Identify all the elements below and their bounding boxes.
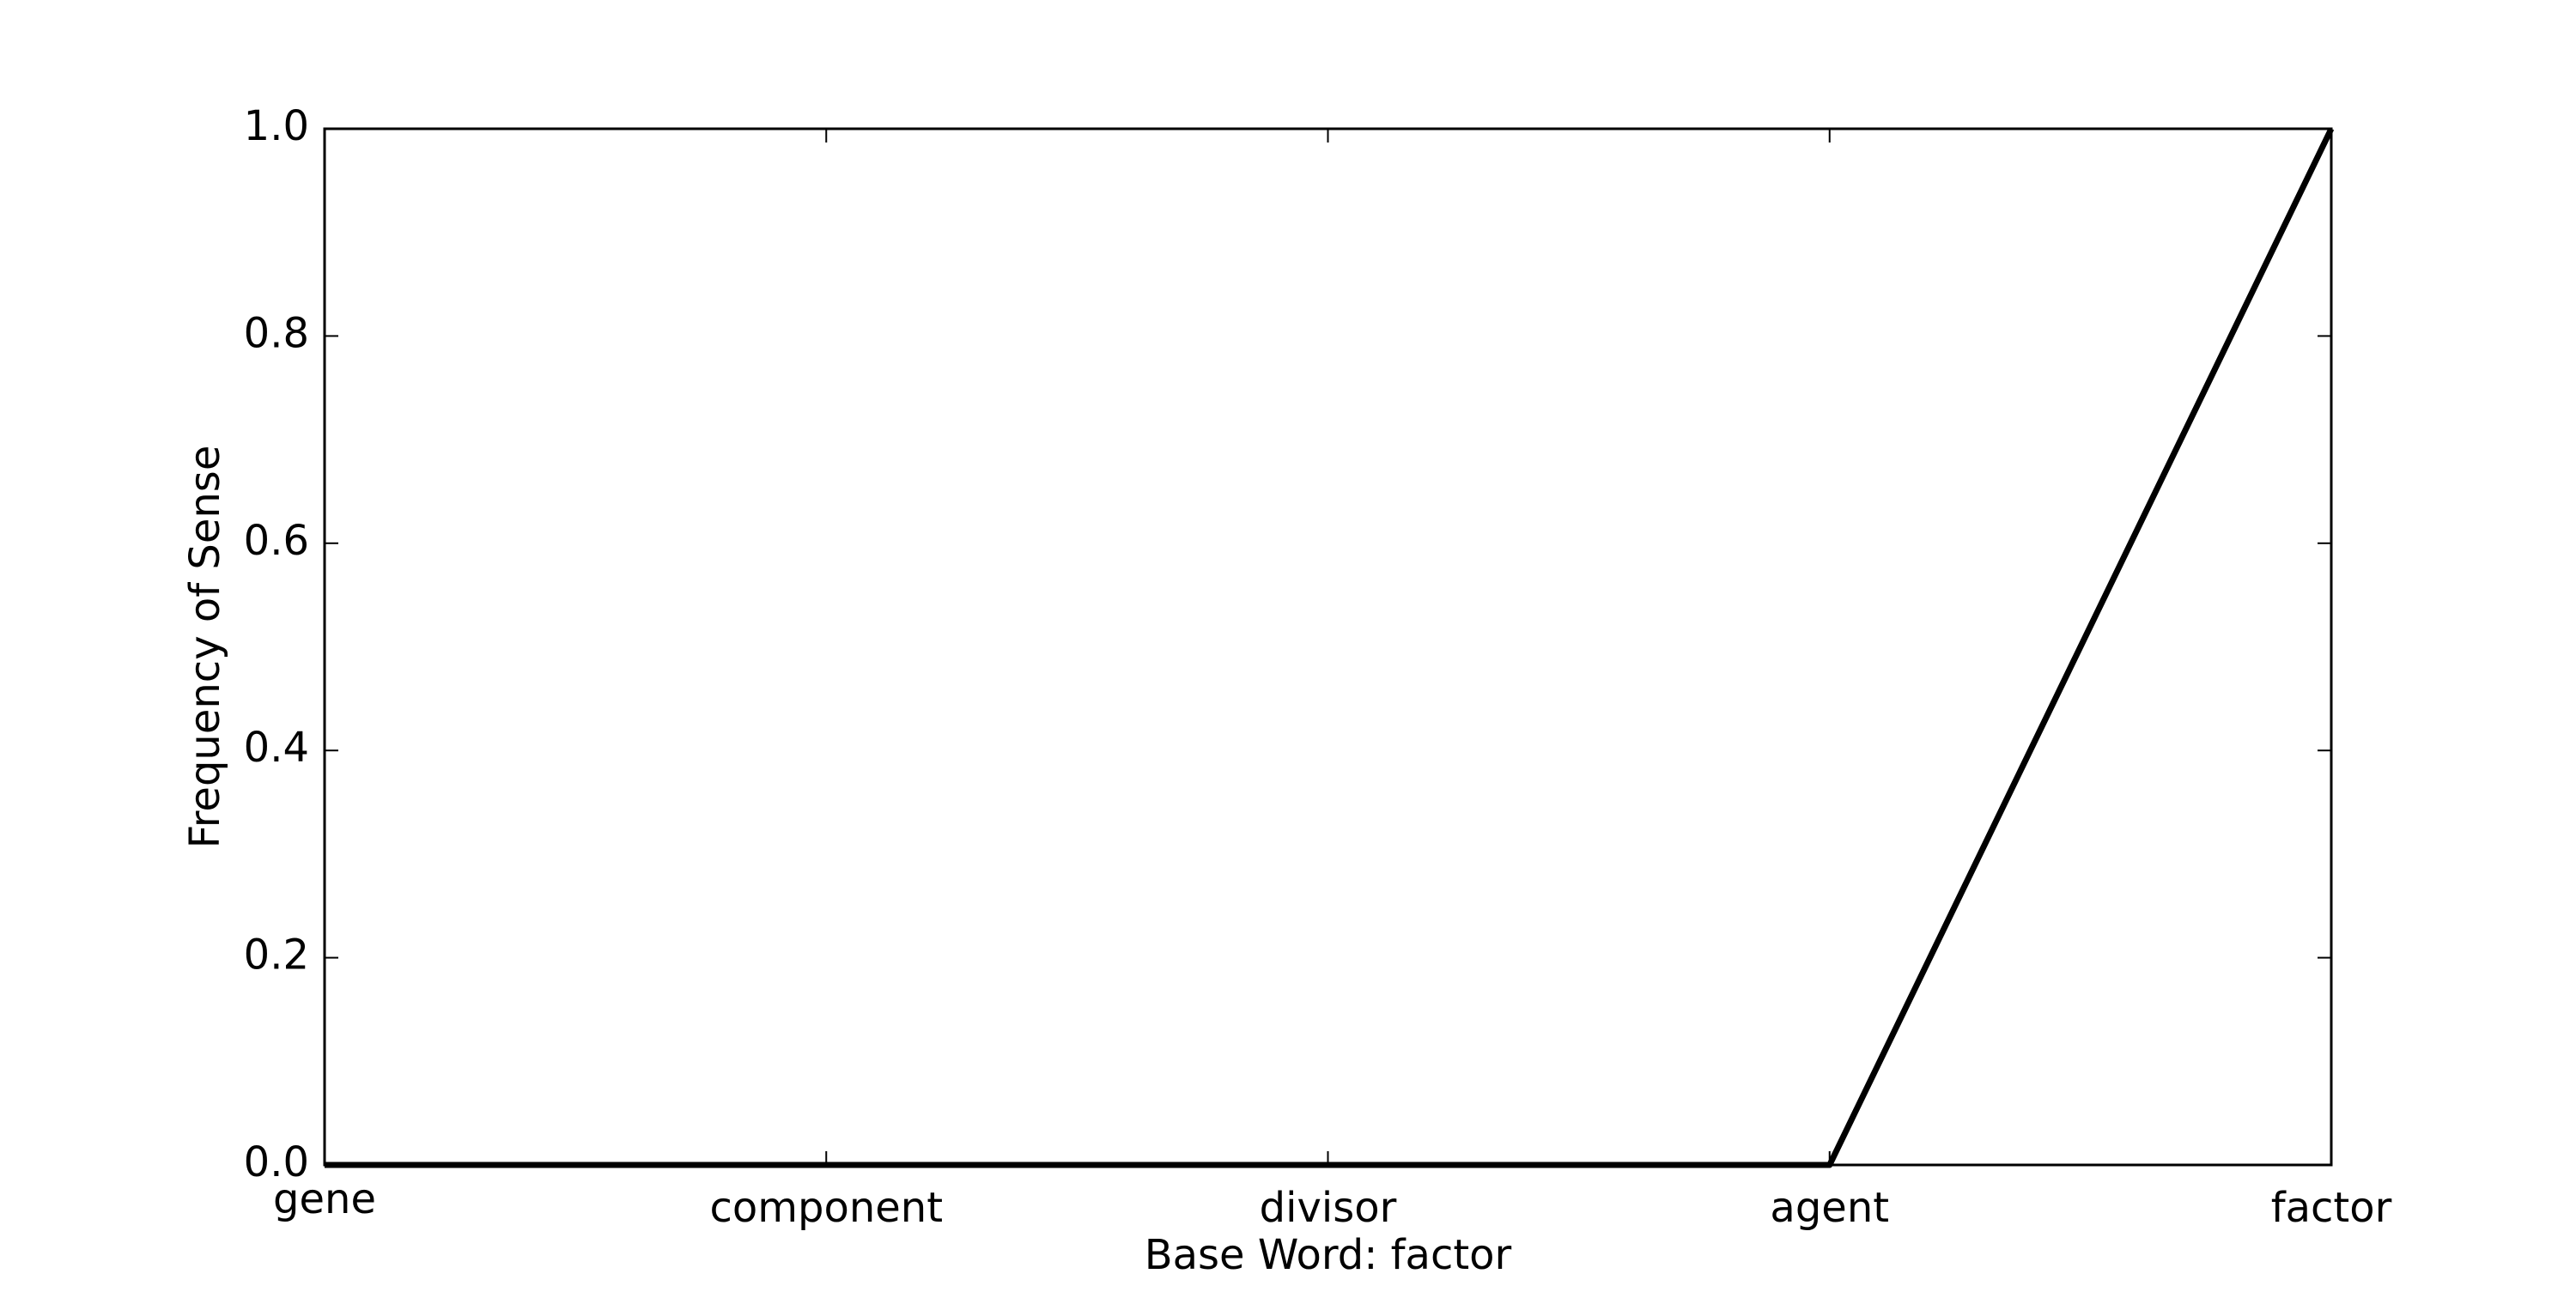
y-tick-label: 0.8: [244, 309, 309, 357]
y-tick-label: 0.6: [244, 517, 309, 565]
y-tick-label: 1.0: [244, 102, 309, 150]
x-tick-label: factor: [2271, 1184, 2392, 1232]
series-line: [325, 127, 2335, 1168]
x-tick-label: component: [709, 1184, 943, 1232]
tick-layer: [324, 128, 2332, 1166]
label-layer: gene component divisor agent factor 0.0 0.2 0.4…: [244, 102, 2392, 1232]
plot-frame: [323, 127, 2333, 1167]
y-tick-label: 0.2: [244, 931, 309, 980]
x-tick-label: agent: [1770, 1184, 1889, 1232]
y-axis-label: Frequency of Sense: [181, 446, 229, 849]
y-tick-label: 0.0: [244, 1138, 309, 1186]
y-tick-label: 0.4: [244, 724, 309, 772]
x-tick-label: divisor: [1260, 1184, 1397, 1232]
x-tick-label: gene: [273, 1175, 376, 1223]
x-axis-label: Base Word: factor: [1145, 1231, 1512, 1279]
plot-layer: [325, 127, 2335, 1168]
